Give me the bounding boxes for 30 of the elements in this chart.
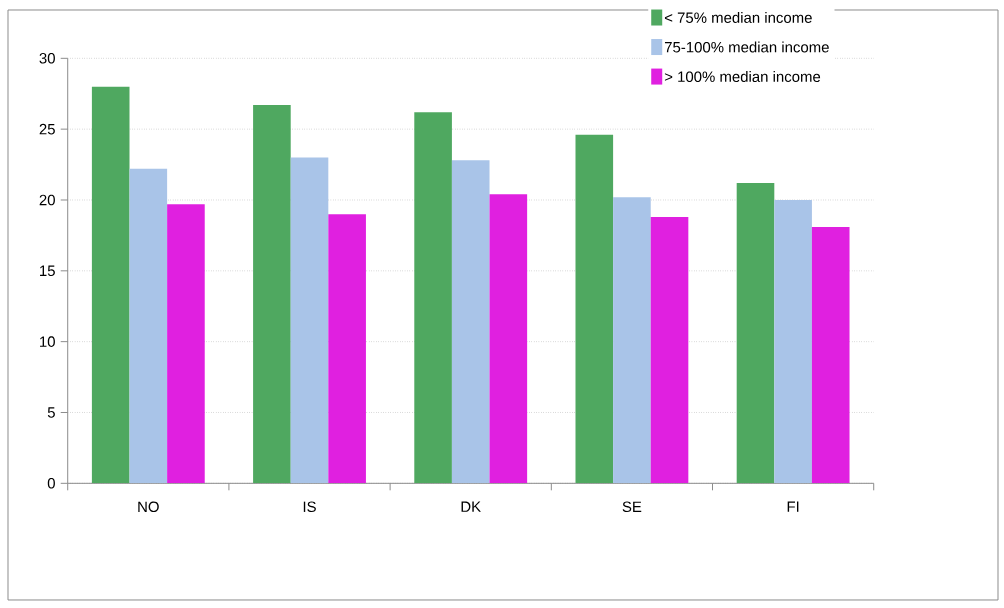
bar bbox=[290, 157, 329, 484]
x-tick-label: FI bbox=[787, 501, 799, 512]
bar bbox=[451, 160, 490, 484]
y-tick-label: 20 bbox=[39, 194, 55, 206]
bar bbox=[774, 199, 812, 484]
bar bbox=[575, 134, 614, 484]
x-tick-label: NO bbox=[138, 501, 159, 513]
bar bbox=[811, 226, 850, 484]
bar bbox=[91, 86, 130, 484]
bar bbox=[129, 168, 168, 484]
bar bbox=[650, 216, 689, 484]
y-tick-label: 5 bbox=[47, 407, 55, 418]
legend-label: 75-100% median income bbox=[664, 41, 829, 53]
bar bbox=[167, 204, 205, 484]
bar bbox=[414, 112, 452, 484]
x-tick-label: DK bbox=[461, 501, 481, 512]
y-tick-label: 10 bbox=[40, 336, 55, 347]
bar bbox=[613, 197, 651, 484]
bar bbox=[736, 182, 775, 484]
legend-label: < 75% median income bbox=[664, 11, 812, 23]
bar bbox=[489, 194, 528, 484]
x-tick-label: IS bbox=[303, 501, 316, 513]
y-tick-label: 0 bbox=[47, 478, 55, 489]
bar bbox=[253, 105, 291, 484]
bar bbox=[328, 214, 366, 484]
y-tick-label: 30 bbox=[39, 53, 55, 64]
legend-label: > 100% median income bbox=[664, 71, 821, 83]
y-tick-label: 25 bbox=[39, 123, 55, 135]
x-tick-label: SE bbox=[622, 501, 642, 513]
y-tick-label: 15 bbox=[40, 265, 55, 277]
